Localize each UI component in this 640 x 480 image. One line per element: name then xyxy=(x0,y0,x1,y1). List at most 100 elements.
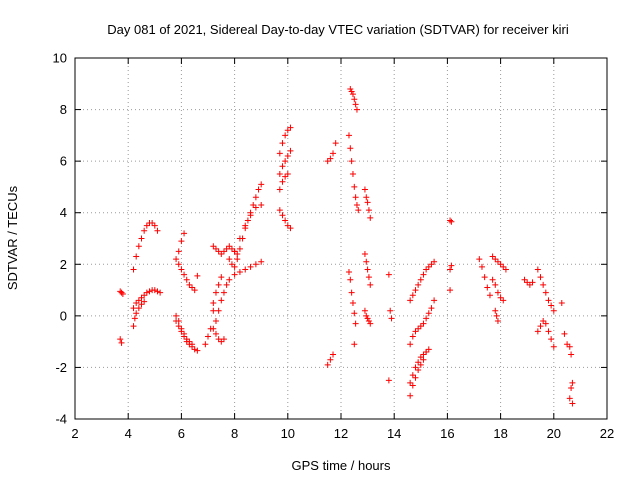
data-point xyxy=(218,250,225,257)
series-pass-13.8-pts xyxy=(385,271,395,384)
data-point xyxy=(231,248,238,255)
series-pass-17.3 xyxy=(476,256,493,299)
data-point xyxy=(178,266,185,273)
data-point xyxy=(133,310,140,317)
data-point xyxy=(428,261,435,268)
data-point xyxy=(385,271,392,278)
data-point xyxy=(566,395,573,402)
data-point xyxy=(526,281,533,288)
data-point xyxy=(175,323,182,330)
data-point xyxy=(500,297,507,304)
data-point xyxy=(486,292,493,299)
data-point xyxy=(448,218,455,225)
series-pass-5.8-fall xyxy=(175,261,198,294)
data-point xyxy=(215,248,222,255)
data-point xyxy=(351,96,358,103)
data-point xyxy=(154,227,161,234)
data-point xyxy=(330,150,337,157)
x-tick-label: 8 xyxy=(231,426,238,441)
data-point xyxy=(349,91,356,98)
data-point xyxy=(365,207,372,214)
series-pass-12.9-b xyxy=(361,250,374,288)
data-point xyxy=(345,269,352,276)
data-point xyxy=(279,212,286,219)
data-point xyxy=(183,336,190,343)
data-point xyxy=(133,253,140,260)
data-point xyxy=(409,292,416,299)
data-point xyxy=(236,269,243,276)
data-point xyxy=(363,312,370,319)
data-point xyxy=(117,288,124,295)
series-pass-5.8-rise xyxy=(173,230,188,263)
data-point xyxy=(494,289,501,296)
data-point xyxy=(231,263,238,270)
data-point xyxy=(287,147,294,154)
x-tick-label: 18 xyxy=(493,426,507,441)
data-point xyxy=(478,263,485,270)
series-pass-6.6-pt xyxy=(194,272,201,279)
data-point xyxy=(231,271,238,278)
data-point xyxy=(364,315,371,322)
y-tick-label: -2 xyxy=(55,360,67,375)
data-point xyxy=(151,287,158,294)
data-point xyxy=(347,85,354,92)
series-pass-19.4-a xyxy=(534,266,557,314)
data-point xyxy=(412,287,419,294)
data-point xyxy=(529,279,536,286)
data-point xyxy=(502,266,509,273)
data-point xyxy=(561,330,568,337)
data-point xyxy=(492,307,499,314)
chart-title: Day 081 of 2021, Sidereal Day-to-day VTE… xyxy=(107,22,569,37)
data-point xyxy=(138,235,145,242)
data-point xyxy=(352,194,359,201)
data-point xyxy=(276,186,283,193)
data-point xyxy=(284,127,291,134)
data-point xyxy=(141,227,148,234)
data-point xyxy=(540,318,547,325)
data-point xyxy=(279,178,286,185)
x-axis-label: GPS time / hours xyxy=(292,458,391,473)
x-tick-label: 22 xyxy=(600,426,614,441)
data-point xyxy=(178,238,185,245)
data-point xyxy=(564,341,571,348)
data-point xyxy=(361,250,368,257)
data-point xyxy=(540,281,547,288)
data-point xyxy=(425,263,432,270)
data-point xyxy=(143,222,150,229)
data-point xyxy=(133,299,140,306)
data-point xyxy=(151,222,158,229)
data-point xyxy=(330,351,337,358)
data-point xyxy=(276,171,283,178)
data-point xyxy=(494,318,501,325)
data-point xyxy=(178,325,185,332)
data-point xyxy=(218,274,225,281)
series-pass-12.9-c xyxy=(361,307,374,327)
series-pass-9.7-mid2 xyxy=(276,171,291,193)
data-point xyxy=(558,299,565,306)
data-point xyxy=(220,289,227,296)
data-point xyxy=(183,276,190,283)
data-point xyxy=(412,328,419,335)
y-tick-label: 8 xyxy=(60,102,67,117)
data-point xyxy=(497,294,504,301)
series-pass-7.3-rise xyxy=(212,258,265,325)
x-tick-label: 14 xyxy=(387,426,401,441)
data-point xyxy=(415,367,422,374)
data-point xyxy=(537,274,544,281)
data-point xyxy=(282,132,289,139)
data-point xyxy=(484,284,491,291)
series-pass-3.7 xyxy=(117,288,126,297)
data-point xyxy=(545,328,552,335)
x-tick-label: 12 xyxy=(334,426,348,441)
data-point xyxy=(236,235,243,242)
series-pass-14.6-low2 xyxy=(407,346,432,386)
data-point xyxy=(417,354,424,361)
data-point xyxy=(409,333,416,340)
data-point xyxy=(242,222,249,229)
x-tick-label: 6 xyxy=(178,426,185,441)
data-point xyxy=(431,297,438,304)
data-point xyxy=(387,307,394,314)
data-point xyxy=(250,201,257,208)
data-point xyxy=(215,281,222,288)
